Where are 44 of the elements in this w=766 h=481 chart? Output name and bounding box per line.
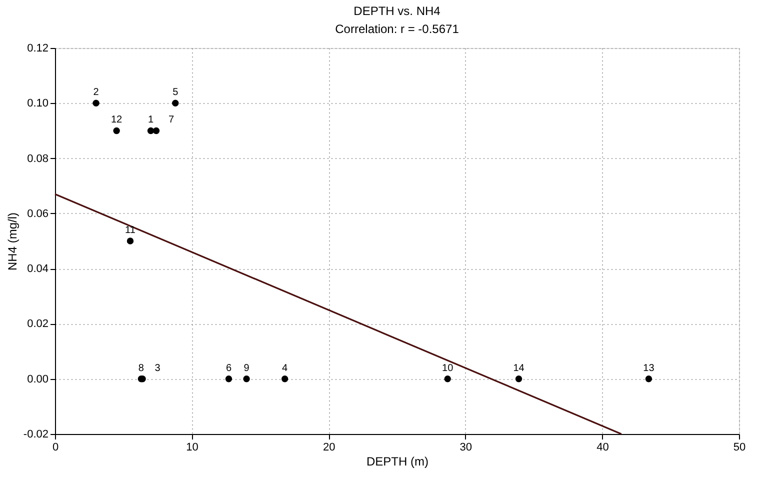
annotation: 9	[244, 362, 250, 374]
point	[172, 100, 179, 106]
annotation: 8	[138, 362, 144, 374]
point	[225, 376, 232, 382]
point	[515, 376, 522, 382]
chart-subtitle: Correlation: r = -0.5671	[335, 22, 460, 36]
x-tick-label: 40	[596, 442, 609, 454]
y-tick-label: 0.00	[27, 373, 48, 386]
x-tick-label: 0	[52, 442, 59, 454]
point	[444, 376, 451, 382]
point	[147, 127, 154, 134]
y-tick-label: 0.04	[27, 263, 48, 276]
annotation: 4	[282, 362, 288, 374]
x-tick-label: 50	[733, 442, 746, 454]
annotation: 14	[513, 362, 525, 374]
x-axis-title: DEPTH (m)	[366, 454, 428, 468]
point	[281, 376, 288, 382]
y-tick-label: 0.10	[27, 98, 48, 110]
point	[243, 376, 250, 382]
y-tick-label: -0.02	[23, 428, 48, 440]
annotation: 6	[226, 362, 232, 374]
y-tick-label: 0.06	[27, 208, 48, 220]
point	[92, 100, 100, 106]
y-axis-title: NH4 (mg/l)	[5, 212, 20, 271]
annotation: 13	[643, 362, 655, 374]
annotation: 5	[172, 87, 179, 98]
annotation: 3	[154, 362, 161, 374]
point	[152, 127, 160, 134]
annotation: 7	[168, 114, 174, 126]
annotation: 1	[148, 114, 154, 126]
point	[645, 376, 652, 382]
annotation: 11	[125, 225, 136, 236]
x-tick-label: 10	[186, 442, 198, 454]
annotation: 12	[110, 114, 123, 126]
y-tick-label: 0.02	[27, 318, 48, 330]
annotation: 2	[93, 87, 100, 98]
chart-title: DEPTH vs. NH4	[354, 4, 441, 18]
x-tick-label: 30	[460, 442, 472, 454]
y-tick-label: 0.08	[27, 152, 48, 165]
x-tick-label: 20	[322, 442, 336, 454]
y-tick-label: 0.12	[27, 42, 48, 54]
point	[126, 238, 134, 244]
annotation: 10	[442, 362, 454, 374]
point	[113, 127, 120, 134]
